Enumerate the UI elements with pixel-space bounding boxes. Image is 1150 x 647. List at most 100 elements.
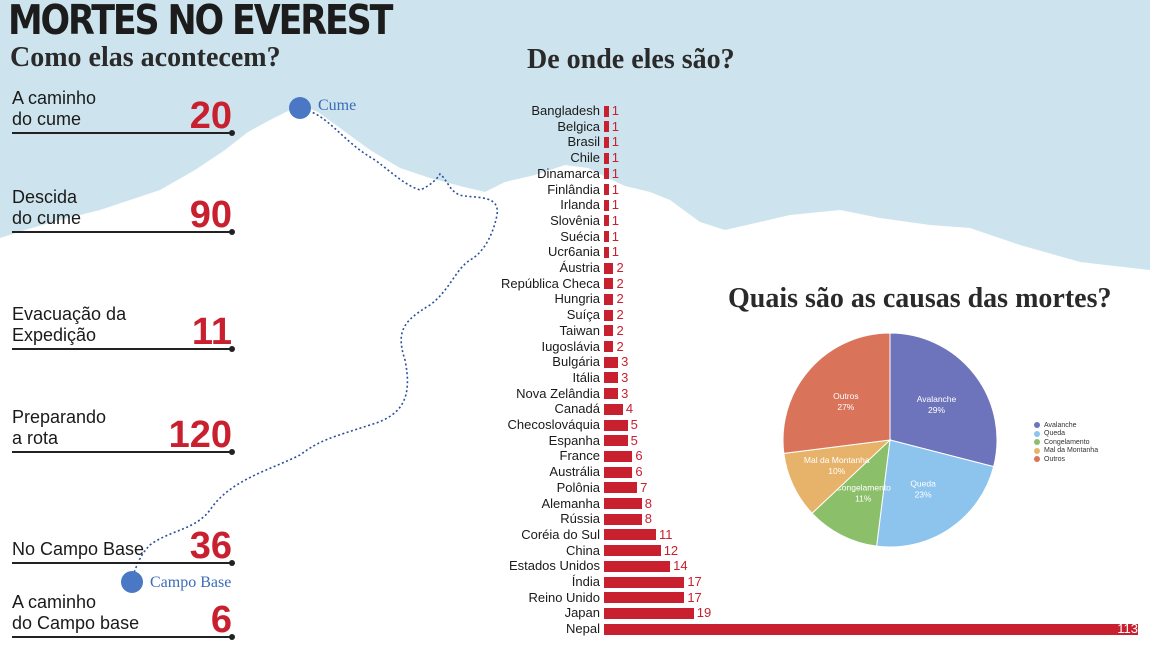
cause-label: A caminho do Campo base — [12, 592, 140, 633]
country-value: 6 — [635, 464, 643, 480]
country-label: Alemanha — [541, 495, 600, 511]
country-label: Austrália — [549, 464, 600, 480]
country-bar — [604, 403, 623, 415]
country-bar — [604, 513, 642, 525]
country-value: 1 — [611, 181, 619, 197]
country-value: 3 — [621, 385, 629, 401]
country-bar — [604, 388, 619, 400]
cause-value: 11 — [191, 311, 232, 353]
country-label: France — [559, 448, 600, 464]
country-value: 5 — [630, 417, 638, 432]
country-bar — [604, 529, 656, 541]
country-value: 1 — [611, 244, 619, 260]
country-label: Taiwan — [559, 322, 600, 338]
pie-slice-name: Mal da Montanha — [804, 455, 870, 465]
country-value: 8 — [644, 495, 653, 511]
country-label: Bulgária — [552, 354, 600, 370]
country-value: 2 — [616, 338, 624, 354]
legend-label: Outros — [1044, 455, 1066, 463]
country-bar — [604, 136, 609, 148]
cause-value: 90 — [189, 194, 232, 236]
country-label: Nepal — [566, 621, 600, 637]
country-value: 7 — [640, 479, 648, 495]
country-bar — [604, 623, 1138, 635]
country-bar — [604, 607, 694, 619]
cause-label: Descida do cume — [12, 187, 82, 228]
cause-row: Preparando a rota 120 — [12, 391, 235, 456]
country-value: 14 — [673, 558, 688, 574]
country-label: Nova Zelândia — [516, 385, 600, 401]
summit-route — [131, 107, 498, 579]
legend-swatch — [1034, 456, 1040, 463]
country-bar — [604, 168, 609, 180]
country-label: Itália — [572, 369, 600, 385]
legend-item: Outros — [1034, 455, 1098, 464]
country-bar — [604, 372, 619, 384]
country-value: 12 — [663, 542, 679, 558]
main-title: MORTES NO EVEREST — [8, 0, 393, 44]
country-bar — [604, 152, 609, 164]
country-value: 3 — [621, 354, 629, 370]
country-bar — [604, 341, 614, 352]
pie-section-title: Quais são as causas das mortes? — [728, 283, 1112, 314]
country-label: Ucr6ania — [547, 244, 600, 260]
pie-slice-name: Queda — [910, 479, 936, 489]
country-bar — [604, 419, 628, 431]
cause-label: Preparando a rota — [12, 407, 107, 448]
country-label: Hungria — [554, 291, 600, 307]
country-bar — [604, 450, 633, 462]
country-bar — [604, 576, 685, 588]
country-value: 6 — [635, 448, 643, 464]
country-value: 2 — [616, 307, 624, 323]
country-label: Coréia do Sul — [521, 526, 600, 542]
pie-slice — [876, 439, 995, 548]
legend-label: Mal da Montanha — [1044, 447, 1099, 455]
country-label: República Checa — [500, 275, 600, 291]
country-label: Canadá — [554, 401, 600, 417]
country-value: 1 — [611, 212, 619, 228]
country-bar — [604, 278, 614, 290]
pie-slice-name: Outros — [833, 391, 859, 401]
cause-row: Descida do cume 90 — [12, 171, 235, 236]
legend-item: Avalanche — [1034, 421, 1098, 430]
country-bar — [604, 121, 609, 133]
country-bar — [604, 498, 642, 509]
basecamp-label: Campo Base — [150, 574, 232, 591]
line-end-dot — [229, 130, 235, 136]
cause-label: No Campo Base — [12, 539, 145, 559]
legend-item: Congelamento — [1034, 438, 1098, 447]
country-bar — [604, 262, 614, 274]
legend-item: Queda — [1034, 430, 1098, 439]
country-label: Estados Unidos — [508, 558, 600, 574]
country-label: Suíça — [566, 307, 600, 323]
country-label: Belgica — [557, 118, 600, 134]
pie-slice — [782, 332, 891, 454]
country-bar — [604, 246, 609, 258]
country-label: Slovênia — [550, 212, 600, 228]
country-value: 3 — [621, 369, 629, 385]
pie-slice-percent: 27% — [837, 402, 854, 412]
pie-slice-name: Avalanche — [917, 394, 957, 404]
country-bar — [604, 560, 671, 572]
country-value: 19 — [696, 605, 712, 621]
countries-section-title: De onde eles são? — [527, 44, 735, 75]
country-bar — [604, 545, 661, 557]
country-bar — [604, 184, 609, 195]
country-label: Dinamarca — [537, 165, 600, 181]
country-value: 2 — [616, 275, 624, 291]
cause-row: A caminho do Campo base 6 — [12, 576, 235, 641]
country-label: Reino Unido — [528, 589, 600, 605]
country-value: 1 — [611, 197, 619, 213]
pie-slice-percent: 23% — [915, 490, 932, 500]
line-end-dot — [229, 229, 235, 235]
country-label: Brasil — [567, 134, 600, 150]
country-label: China — [566, 542, 600, 558]
country-label: Suécia — [560, 228, 600, 244]
country-value: 1 — [611, 150, 619, 166]
cause-value: 20 — [189, 95, 232, 137]
country-value: 1 — [611, 118, 619, 134]
country-value: 17 — [687, 589, 702, 605]
country-value: 1 — [611, 165, 619, 181]
line-end-dot — [229, 560, 235, 566]
